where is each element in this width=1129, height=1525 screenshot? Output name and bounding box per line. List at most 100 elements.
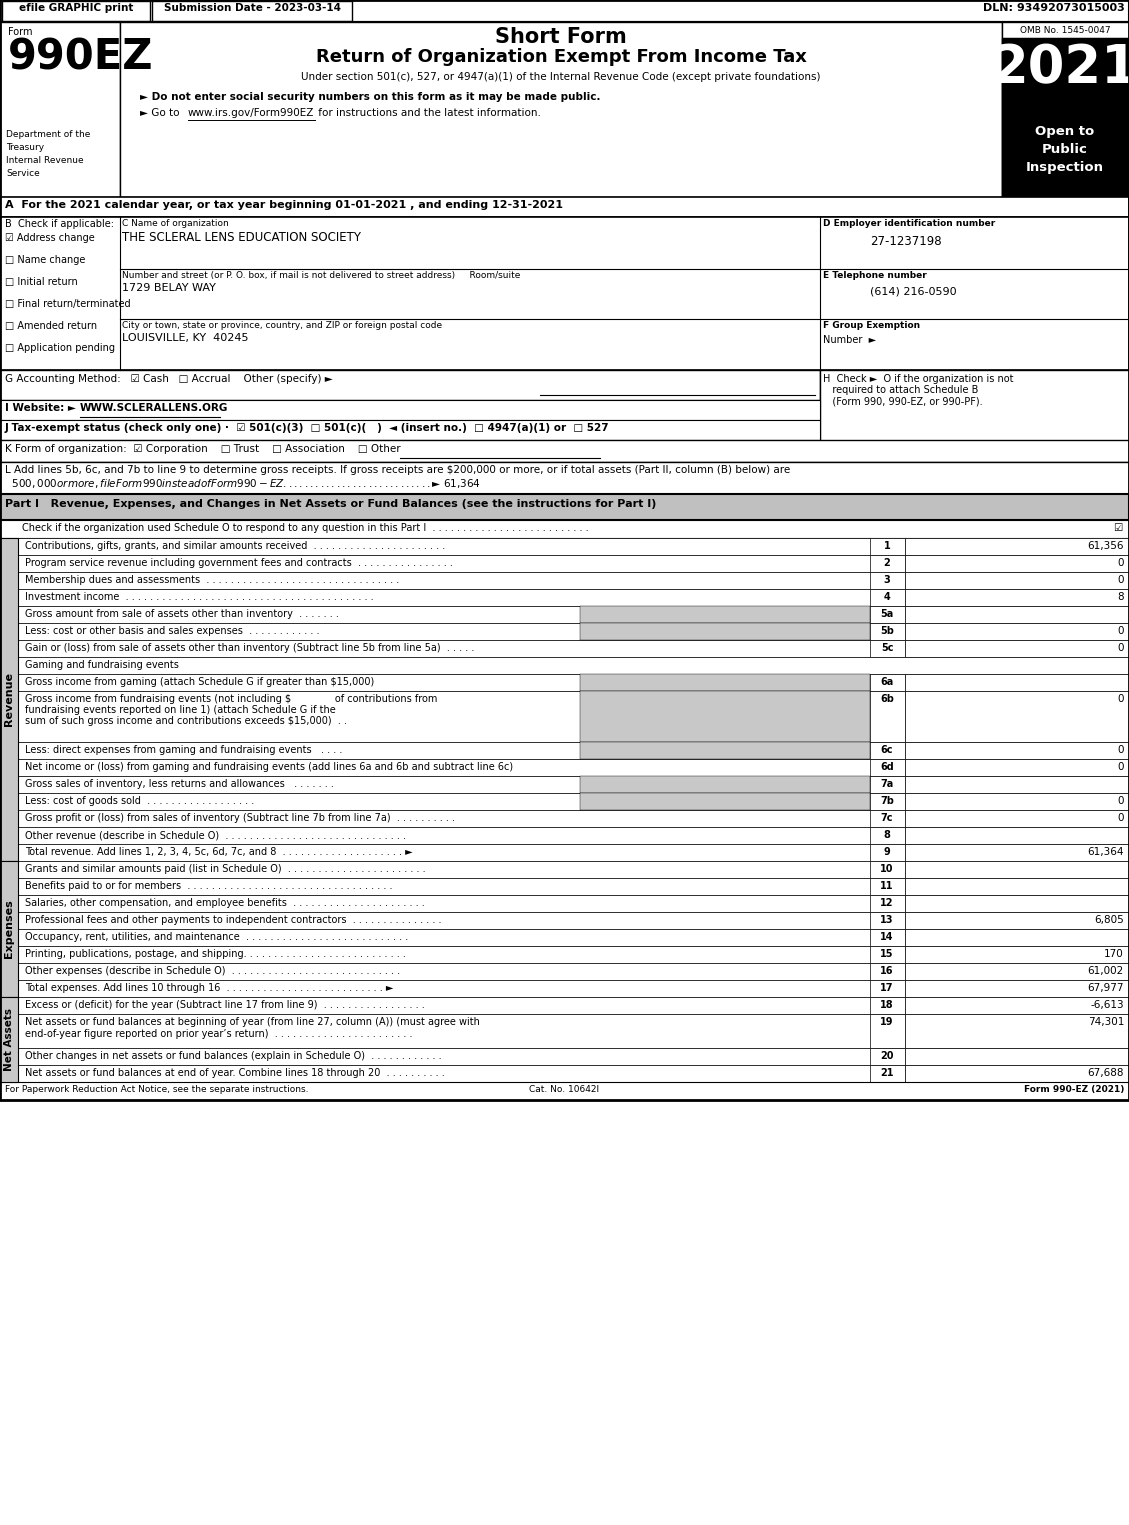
Text: 67,977: 67,977 — [1087, 984, 1124, 993]
Text: ☑ Address change: ☑ Address change — [5, 233, 95, 242]
Text: J Tax-exempt status (check only one) ·  ☑ 501(c)(3)  □ 501(c)(   )  ◄ (insert no: J Tax-exempt status (check only one) · ☑… — [5, 422, 610, 433]
Text: Other changes in net assets or fund balances (explain in Schedule O)  . . . . . : Other changes in net assets or fund bala… — [25, 1051, 441, 1061]
Text: 15: 15 — [3, 949, 16, 959]
Text: Under section 501(c), 527, or 4947(a)(1) of the Internal Revenue Code (except pr: Under section 501(c), 527, or 4947(a)(1)… — [301, 72, 821, 82]
Text: Expenses: Expenses — [5, 900, 14, 958]
Bar — [0, 589, 1129, 605]
Bar — [870, 674, 905, 691]
Text: 61,364: 61,364 — [1087, 846, 1124, 857]
Bar — [870, 624, 905, 640]
Text: Gross amount from sale of assets other than inventory  . . . . . . .: Gross amount from sale of assets other t… — [25, 608, 339, 619]
Bar — [0, 21, 1129, 197]
Bar — [870, 589, 905, 605]
Bar — [870, 555, 905, 572]
Text: Total expenses. Add lines 10 through 16  . . . . . . . . . . . . . . . . . . . .: Total expenses. Add lines 10 through 16 … — [25, 984, 393, 993]
Bar — [0, 21, 120, 197]
Bar — [870, 843, 905, 862]
Text: 27-1237198: 27-1237198 — [870, 235, 942, 249]
Text: Treasury: Treasury — [6, 143, 44, 152]
Text: Printing, publications, postage, and shipping. . . . . . . . . . . . . . . . . .: Printing, publications, postage, and shi… — [25, 949, 405, 959]
Text: 14: 14 — [881, 932, 894, 942]
Bar — [870, 929, 905, 946]
Bar — [0, 1064, 1129, 1083]
Bar — [580, 624, 870, 640]
Bar — [870, 605, 905, 624]
Text: Less: cost of goods sold  . . . . . . . . . . . . . . . . . .: Less: cost of goods sold . . . . . . . .… — [25, 796, 254, 807]
Bar — [905, 997, 1129, 1014]
Bar — [0, 1048, 1129, 1064]
Text: (Form 990, 990-EZ, or 990-PF).: (Form 990, 990-EZ, or 990-PF). — [823, 396, 982, 406]
Text: 3: 3 — [884, 575, 891, 586]
Bar — [0, 538, 1129, 555]
Text: 6a: 6a — [881, 677, 894, 686]
Text: 3: 3 — [3, 575, 9, 586]
Text: 1: 1 — [3, 541, 9, 551]
Text: for instructions and the latest information.: for instructions and the latest informat… — [315, 108, 541, 117]
Text: □ Application pending: □ Application pending — [5, 343, 115, 352]
Bar — [870, 538, 905, 555]
Text: b: b — [3, 796, 9, 807]
Text: 11: 11 — [881, 881, 894, 891]
Bar — [0, 1014, 1129, 1048]
Text: b: b — [3, 694, 9, 705]
Text: Number and street (or P. O. box, if mail is not delivered to street address)    : Number and street (or P. O. box, if mail… — [122, 271, 520, 281]
Bar — [905, 810, 1129, 827]
Bar — [870, 1014, 905, 1048]
Text: Check if the organization used Schedule O to respond to any question in this Par: Check if the organization used Schedule … — [21, 523, 588, 534]
Text: d: d — [3, 762, 9, 772]
Text: www.irs.gov/Form990EZ: www.irs.gov/Form990EZ — [189, 108, 314, 117]
Bar — [580, 674, 870, 691]
Bar — [905, 776, 1129, 793]
Text: 5b: 5b — [881, 625, 894, 636]
Text: 6b: 6b — [881, 694, 894, 705]
Bar — [0, 843, 1129, 862]
Text: 11: 11 — [3, 881, 16, 891]
Text: Net Assets: Net Assets — [5, 1008, 14, 1071]
Text: Return of Organization Exempt From Income Tax: Return of Organization Exempt From Incom… — [316, 47, 806, 66]
Text: 0: 0 — [1118, 558, 1124, 567]
Bar — [905, 895, 1129, 912]
Bar — [905, 691, 1129, 743]
Text: c: c — [3, 813, 8, 824]
Bar — [0, 1083, 1129, 1100]
Text: 61,356: 61,356 — [1087, 541, 1124, 551]
Text: E Telephone number: E Telephone number — [823, 271, 927, 281]
Text: ► Go to: ► Go to — [140, 108, 183, 117]
Text: $500,000 or more, file Form 990 instead of Form 990-EZ . . . . . . . . . . . . .: $500,000 or more, file Form 990 instead … — [5, 477, 481, 490]
Text: 14: 14 — [3, 932, 16, 942]
Text: Gain or (loss) from sale of assets other than inventory (Subtract line 5b from l: Gain or (loss) from sale of assets other… — [25, 644, 474, 653]
Text: Cat. No. 10642I: Cat. No. 10642I — [530, 1084, 599, 1093]
Bar — [0, 743, 1129, 759]
Text: 5a: 5a — [881, 608, 894, 619]
Text: 13: 13 — [3, 915, 16, 926]
Bar — [0, 371, 820, 400]
Bar — [905, 946, 1129, 962]
Bar — [1003, 117, 1129, 197]
Text: 5a: 5a — [3, 608, 16, 619]
Text: 10: 10 — [3, 865, 16, 874]
Text: ► Do not enter social security numbers on this form as it may be made public.: ► Do not enter social security numbers o… — [140, 92, 601, 102]
Text: 7a: 7a — [881, 779, 894, 788]
Bar — [905, 878, 1129, 895]
Bar — [0, 217, 1129, 371]
Bar — [870, 997, 905, 1014]
Bar — [820, 371, 1129, 461]
Text: 17: 17 — [3, 984, 16, 993]
Bar — [870, 981, 905, 997]
Text: 1: 1 — [884, 541, 891, 551]
Text: 7a: 7a — [3, 779, 16, 788]
Bar — [870, 743, 905, 759]
Bar — [870, 572, 905, 589]
Text: Less: direct expenses from gaming and fundraising events   . . . .: Less: direct expenses from gaming and fu… — [25, 746, 342, 755]
Text: 7c: 7c — [881, 813, 893, 824]
Text: G Accounting Method:   ☑ Cash   □ Accrual    Other (specify) ►: G Accounting Method: ☑ Cash □ Accrual Ot… — [5, 374, 333, 384]
Bar — [0, 0, 1129, 21]
Text: a: a — [3, 677, 9, 686]
Bar — [905, 793, 1129, 810]
Text: 2: 2 — [3, 558, 9, 567]
Bar — [0, 946, 1129, 962]
Text: 18: 18 — [3, 1000, 16, 1010]
Text: 0: 0 — [1118, 746, 1124, 755]
Text: Department of the: Department of the — [6, 130, 90, 139]
Text: Public: Public — [1042, 143, 1088, 156]
